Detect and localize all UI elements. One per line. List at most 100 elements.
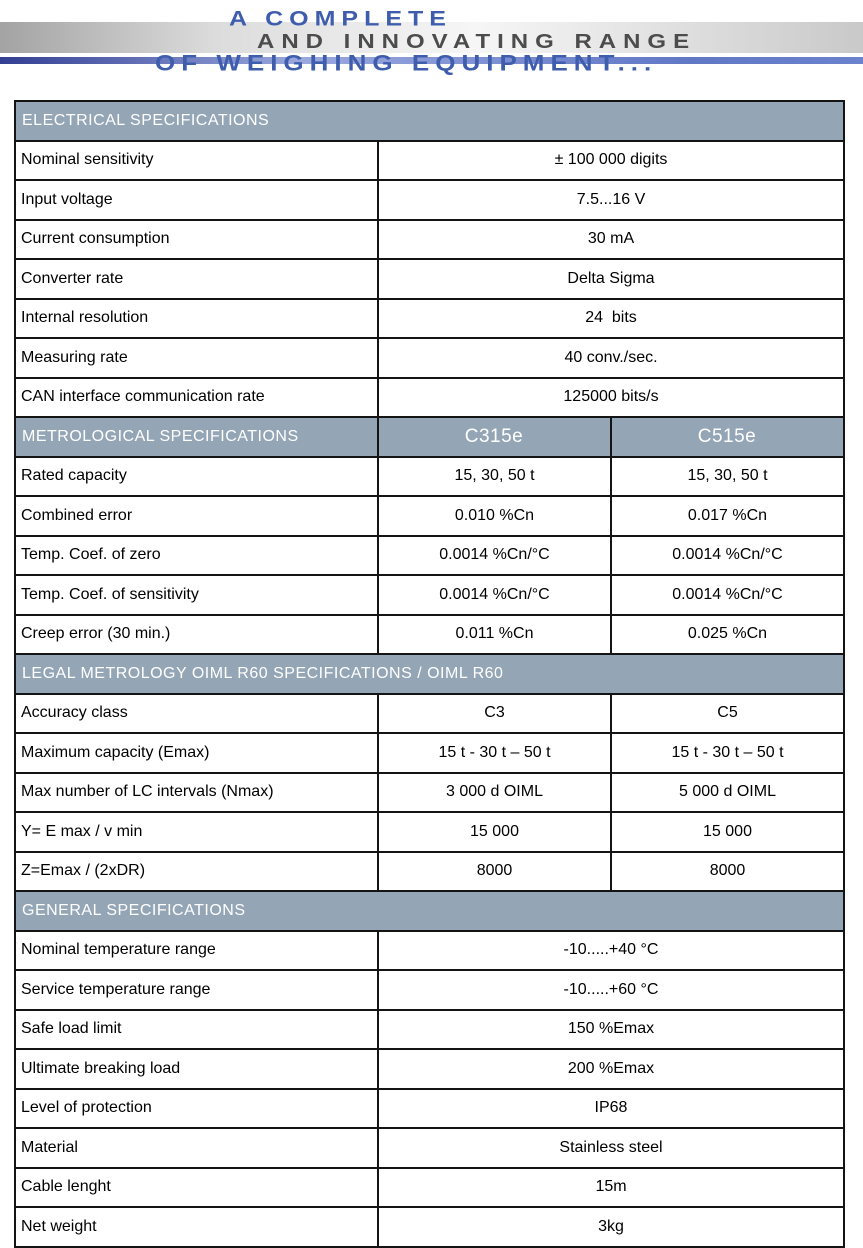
section-title: GENERAL SPECIFICATIONS <box>14 890 845 932</box>
spec-value: 3kg <box>377 1206 845 1248</box>
section-header-general: GENERAL SPECIFICATIONS <box>14 890 845 932</box>
spec-label: Input voltage <box>14 179 379 221</box>
spec-label: Accuracy class <box>14 692 379 734</box>
spec-label: Creep error (30 min.) <box>14 613 379 655</box>
spec-value-c315e: 0.0014 %Cn/°C <box>377 534 612 576</box>
spec-label: Nominal temperature range <box>14 929 379 971</box>
spec-row: Input voltage 7.5...16 V <box>14 179 845 221</box>
section-header-metrological: METROLOGICAL SPECIFICATIONS C315e C515e <box>14 416 845 458</box>
spec-label: Z=Emax / (2xDR) <box>14 850 379 892</box>
spec-label: Max number of LC intervals (Nmax) <box>14 771 379 813</box>
section-title: ELECTRICAL SPECIFICATIONS <box>14 100 845 142</box>
spec-row: Cable lenght 15m <box>14 1166 845 1208</box>
spec-label: Service temperature range <box>14 969 379 1011</box>
spec-row: Max number of LC intervals (Nmax) 3 000 … <box>14 771 845 813</box>
spec-label: Rated capacity <box>14 455 379 497</box>
spec-label: Material <box>14 1127 379 1169</box>
spec-value-c315e: 15, 30, 50 t <box>377 455 612 497</box>
spec-row: Nominal sensitivity ± 100 000 digits <box>14 139 845 181</box>
spec-label: Measuring rate <box>14 337 379 379</box>
spec-label: Nominal sensitivity <box>14 139 379 181</box>
spec-value-c315e: 15 t - 30 t – 50 t <box>377 732 612 774</box>
spec-value: Stainless steel <box>377 1127 845 1169</box>
spec-value-c515e: 0.0014 %Cn/°C <box>610 574 845 616</box>
spec-label: Maximum capacity (Emax) <box>14 732 379 774</box>
banner-title-line2: AND INNOVATING RANGE <box>257 30 697 53</box>
spec-row: Internal resolution 24 bits <box>14 297 845 339</box>
section-title: METROLOGICAL SPECIFICATIONS <box>14 416 379 458</box>
spec-label: Cable lenght <box>14 1166 379 1208</box>
spec-value-c515e: 0.025 %Cn <box>610 613 845 655</box>
spec-row: Z=Emax / (2xDR) 8000 8000 <box>14 850 845 892</box>
spec-row: Service temperature range -10.....+60 °C <box>14 969 845 1011</box>
spec-value: 125000 bits/s <box>377 376 845 418</box>
spec-row: Converter rate Delta Sigma <box>14 258 845 300</box>
spec-value: Delta Sigma <box>377 258 845 300</box>
spec-value: IP68 <box>377 1087 845 1129</box>
spec-value: -10.....+60 °C <box>377 969 845 1011</box>
spec-value-c515e: 5 000 d OIML <box>610 771 845 813</box>
spec-value-c315e: 3 000 d OIML <box>377 771 612 813</box>
banner-title-line1: A COMPLETE <box>229 7 452 31</box>
spec-row: CAN interface communication rate 125000 … <box>14 376 845 418</box>
spec-row: Maximum capacity (Emax) 15 t - 30 t – 50… <box>14 732 845 774</box>
spec-label: CAN interface communication rate <box>14 376 379 418</box>
spec-value: 150 %Emax <box>377 1008 845 1050</box>
spec-row: Rated capacity 15, 30, 50 t 15, 30, 50 t <box>14 455 845 497</box>
spec-label: Converter rate <box>14 258 379 300</box>
spec-row: Net weight 3kg <box>14 1206 845 1248</box>
spec-label: Net weight <box>14 1206 379 1248</box>
spec-value: 7.5...16 V <box>377 179 845 221</box>
top-banner: A COMPLETE AND INNOVATING RANGE OF WEIGH… <box>0 0 863 95</box>
spec-value: 24 bits <box>377 297 845 339</box>
spec-value-c315e: 8000 <box>377 850 612 892</box>
spec-value: 200 %Emax <box>377 1048 845 1090</box>
spec-row: Current consumption 30 mA <box>14 218 845 260</box>
spec-label: Combined error <box>14 495 379 537</box>
spec-row: Ultimate breaking load 200 %Emax <box>14 1048 845 1090</box>
spec-value-c515e: 0.0014 %Cn/°C <box>610 534 845 576</box>
spec-value-c315e: C3 <box>377 692 612 734</box>
banner-gray-band <box>0 22 863 53</box>
spec-value: -10.....+40 °C <box>377 929 845 971</box>
spec-row: Temp. Coef. of sensitivity 0.0014 %Cn/°C… <box>14 574 845 616</box>
spec-value-c315e: 0.0014 %Cn/°C <box>377 574 612 616</box>
spec-value-c515e: C5 <box>610 692 845 734</box>
spec-value-c515e: 0.017 %Cn <box>610 495 845 537</box>
spec-value: 30 mA <box>377 218 845 260</box>
spec-row: Safe load limit 150 %Emax <box>14 1008 845 1050</box>
spec-value-c515e: 15 t - 30 t – 50 t <box>610 732 845 774</box>
spec-row: Nominal temperature range -10.....+40 °C <box>14 929 845 971</box>
column-header-c315e: C315e <box>377 416 612 458</box>
section-title: LEGAL METROLOGY OIML R60 SPECIFICATIONS … <box>14 653 845 695</box>
spec-label: Level of protection <box>14 1087 379 1129</box>
spec-label: Temp. Coef. of zero <box>14 534 379 576</box>
spec-row: Temp. Coef. of zero 0.0014 %Cn/°C 0.0014… <box>14 534 845 576</box>
specifications-table: ELECTRICAL SPECIFICATIONS Nominal sensit… <box>14 100 845 1248</box>
spec-label: Safe load limit <box>14 1008 379 1050</box>
spec-value: 15m <box>377 1166 845 1208</box>
spec-value: 40 conv./sec. <box>377 337 845 379</box>
spec-value-c515e: 8000 <box>610 850 845 892</box>
spec-row: Combined error 0.010 %Cn 0.017 %Cn <box>14 495 845 537</box>
section-header-legal-metrology: LEGAL METROLOGY OIML R60 SPECIFICATIONS … <box>14 653 845 695</box>
spec-value-c515e: 15 000 <box>610 811 845 853</box>
spec-value-c515e: 15, 30, 50 t <box>610 455 845 497</box>
spec-row: Creep error (30 min.) 0.011 %Cn 0.025 %C… <box>14 613 845 655</box>
spec-row: Y= E max / v min 15 000 15 000 <box>14 811 845 853</box>
spec-row: Measuring rate 40 conv./sec. <box>14 337 845 379</box>
column-header-c515e: C515e <box>610 416 845 458</box>
spec-value-c315e: 0.011 %Cn <box>377 613 612 655</box>
spec-label: Current consumption <box>14 218 379 260</box>
spec-label: Temp. Coef. of sensitivity <box>14 574 379 616</box>
section-header-electrical: ELECTRICAL SPECIFICATIONS <box>14 100 845 142</box>
spec-label: Internal resolution <box>14 297 379 339</box>
spec-value: ± 100 000 digits <box>377 139 845 181</box>
spec-row: Material Stainless steel <box>14 1127 845 1169</box>
spec-row: Level of protection IP68 <box>14 1087 845 1129</box>
spec-label: Ultimate breaking load <box>14 1048 379 1090</box>
spec-row: Accuracy class C3 C5 <box>14 692 845 734</box>
spec-value-c315e: 15 000 <box>377 811 612 853</box>
spec-label: Y= E max / v min <box>14 811 379 853</box>
banner-title-line3: OF WEIGHING EQUIPMENT... <box>155 50 658 76</box>
